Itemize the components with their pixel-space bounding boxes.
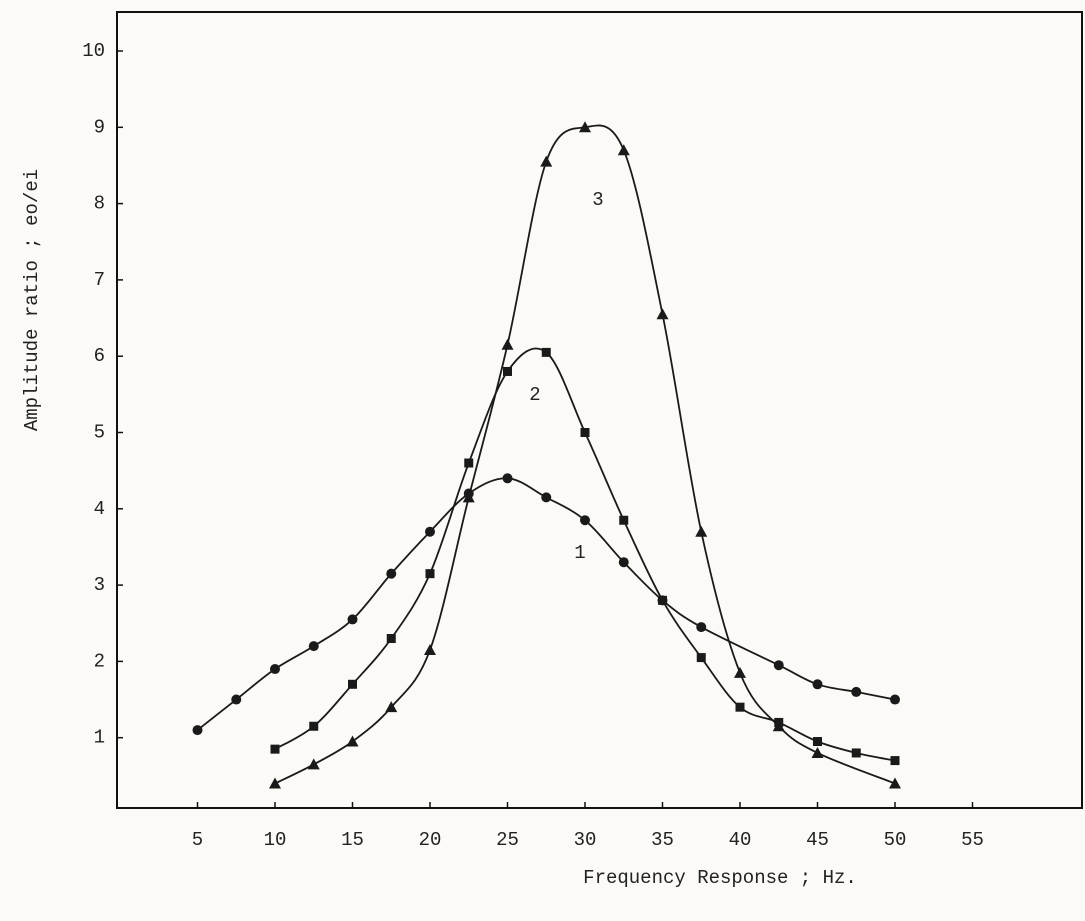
point <box>812 679 823 690</box>
series-label: 1 <box>574 542 585 564</box>
point <box>270 744 280 754</box>
x-tick-label: 15 <box>341 829 364 851</box>
y-tick-label: 5 <box>94 422 105 444</box>
x-tick-label: 20 <box>419 829 442 851</box>
x-tick-label: 55 <box>961 829 984 851</box>
point <box>348 679 357 689</box>
point <box>231 694 242 705</box>
y-tick-label: 10 <box>82 40 105 62</box>
point <box>347 614 358 625</box>
point <box>890 756 900 766</box>
point <box>541 347 551 357</box>
point <box>386 634 396 644</box>
point <box>579 121 591 133</box>
point <box>813 737 822 747</box>
point <box>541 492 552 503</box>
y-tick-label: 1 <box>94 727 105 749</box>
point <box>425 526 435 537</box>
series-label: 2 <box>529 384 540 406</box>
x-tick-label: 45 <box>806 829 829 851</box>
point <box>269 777 281 789</box>
x-tick-label: 25 <box>496 829 519 851</box>
x-tick-label: 40 <box>729 829 752 851</box>
point <box>464 458 474 468</box>
point <box>656 308 669 320</box>
point <box>851 748 861 758</box>
point <box>270 664 280 675</box>
point <box>309 721 319 731</box>
y-tick-label: 7 <box>94 269 105 291</box>
point <box>696 622 707 633</box>
series-line <box>196 477 896 731</box>
point <box>307 758 320 770</box>
x-tick-label: 30 <box>574 829 597 851</box>
point <box>501 338 514 350</box>
point <box>462 491 475 503</box>
series-label: 3 <box>592 189 603 211</box>
point <box>773 660 784 671</box>
point <box>734 666 746 678</box>
point <box>889 777 901 789</box>
point <box>580 428 590 437</box>
point <box>772 720 785 732</box>
y-tick-label: 9 <box>94 116 105 138</box>
point <box>851 686 862 697</box>
point <box>503 366 512 376</box>
point <box>385 701 398 713</box>
point <box>540 155 553 167</box>
point <box>346 735 359 747</box>
x-tick-label: 10 <box>264 829 287 851</box>
y-tick-label: 8 <box>94 193 105 215</box>
point <box>618 557 629 568</box>
x-tick-label: 35 <box>651 829 674 851</box>
point <box>890 694 900 705</box>
point <box>696 653 706 663</box>
point <box>192 725 203 736</box>
point <box>386 568 397 579</box>
point <box>308 641 319 652</box>
x-tick-label: 5 <box>192 829 203 851</box>
point <box>425 569 435 579</box>
point <box>619 515 629 525</box>
point <box>502 473 513 484</box>
point <box>424 643 436 655</box>
plot-frame <box>116 11 1083 809</box>
x-axis-label: Frequency Response ; Hz. <box>583 867 857 889</box>
point <box>580 515 590 526</box>
x-tick-label: 50 <box>884 829 907 851</box>
y-tick-label: 3 <box>94 574 105 596</box>
series-line <box>274 124 896 785</box>
y-tick-label: 4 <box>94 498 105 520</box>
point <box>735 702 745 712</box>
point <box>658 595 667 605</box>
y-axis-label: Amplitude ratio ; eo/ei <box>21 169 43 431</box>
point <box>695 525 708 537</box>
point <box>811 746 824 758</box>
y-tick-label: 6 <box>94 345 105 367</box>
point <box>617 144 630 156</box>
y-tick-label: 2 <box>94 650 105 672</box>
